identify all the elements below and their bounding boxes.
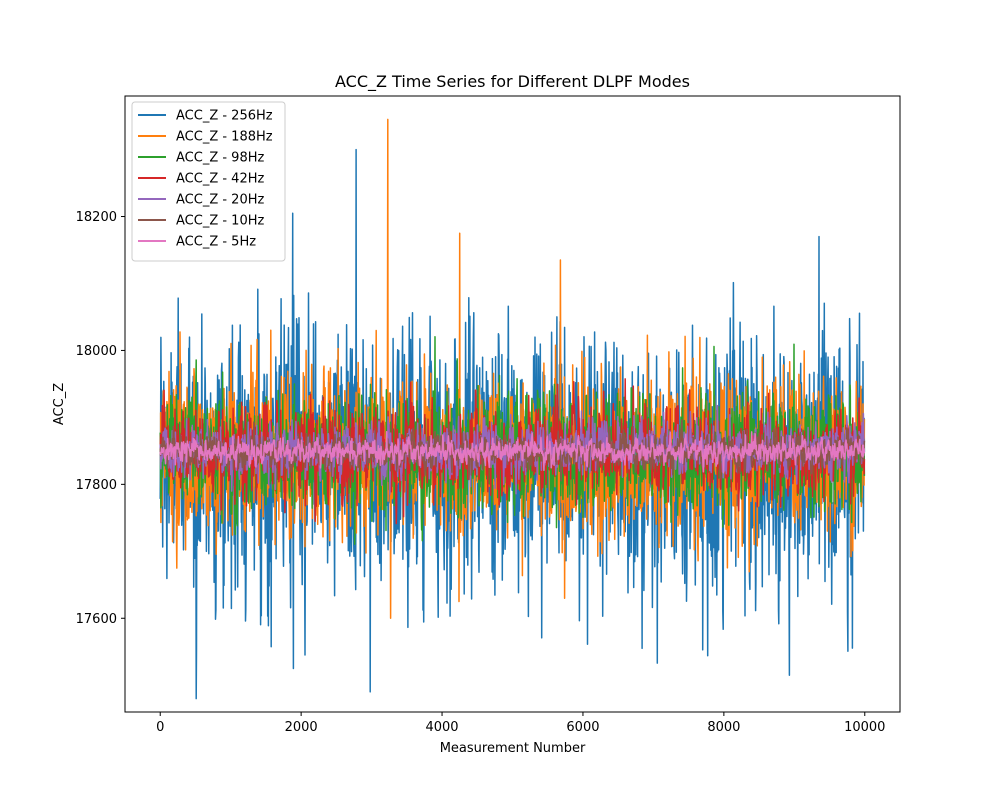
- x-tick-label: 0: [156, 720, 164, 735]
- legend-label: ACC_Z - 10Hz: [176, 214, 264, 229]
- legend-label: ACC_Z - 42Hz: [176, 172, 264, 187]
- chart-title: ACC_Z Time Series for Different DLPF Mod…: [335, 72, 690, 92]
- series-line: [159, 404, 866, 496]
- x-tick-label: 4000: [425, 720, 458, 735]
- axes-frame: [124, 95, 901, 713]
- series-line: [159, 430, 866, 474]
- legend-box: [131, 101, 286, 262]
- legend-label: ACC_Z - 256Hz: [176, 109, 273, 124]
- x-tick-label: 6000: [566, 720, 599, 735]
- x-axis-label: Measurement Number: [440, 741, 586, 756]
- y-tick-label: 17800: [76, 478, 117, 493]
- y-axis: 17600 17800 18000 18200: [76, 210, 125, 627]
- x-tick-label: 8000: [707, 720, 740, 735]
- x-tick-label: 10000: [844, 720, 885, 735]
- y-tick-label: 18000: [76, 344, 117, 359]
- x-tick-label: 2000: [285, 720, 318, 735]
- legend-label: ACC_Z - 98Hz: [176, 151, 264, 166]
- legend-label: ACC_Z - 188Hz: [176, 130, 273, 145]
- y-axis-label: ACC_Z: [52, 383, 67, 425]
- legend: ACC_Z - 256Hz ACC_Z - 188Hz ACC_Z - 98Hz AC…: [131, 101, 286, 262]
- y-tick-label: 18200: [76, 210, 117, 225]
- legend-label: ACC_Z - 5Hz: [176, 235, 256, 250]
- legend-label: ACC_Z - 20Hz: [176, 193, 264, 208]
- y-tick-label: 17600: [76, 612, 117, 627]
- series-group: [159, 118, 866, 700]
- x-axis: 0 2000 4000 6000 8000 10000: [156, 712, 885, 735]
